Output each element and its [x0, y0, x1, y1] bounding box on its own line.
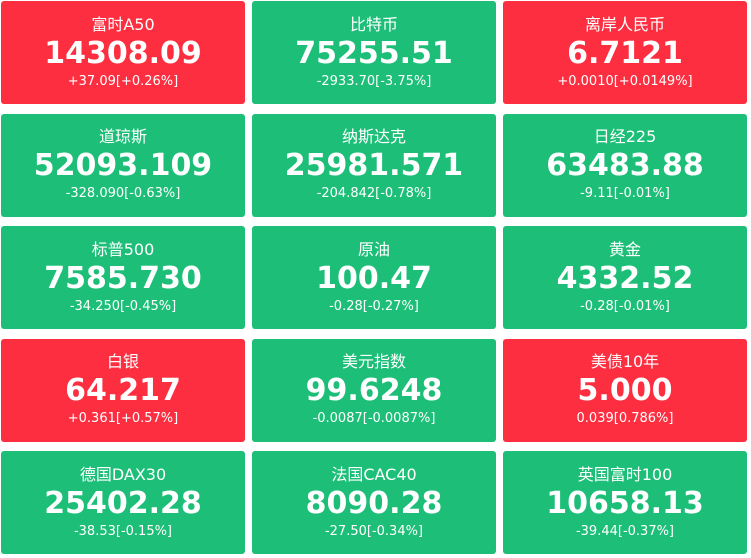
quote-tile[interactable]: 美债10年 5.000 0.039[0.786%] — [503, 338, 747, 442]
quote-price: 64.217 — [65, 373, 181, 408]
quote-price: 8090.28 — [305, 485, 443, 521]
quote-price: 100.47 — [316, 260, 432, 296]
quote-price: 5.000 — [577, 373, 673, 408]
quote-change: -39.44[-0.37%] — [575, 523, 675, 539]
quote-price: 99.6248 — [305, 373, 443, 408]
quote-price: 10658.13 — [546, 485, 704, 521]
quote-price: 63483.88 — [546, 148, 704, 183]
quote-change: -328.090[-0.63%] — [65, 186, 181, 201]
quote-name: 白银 — [106, 352, 139, 371]
quote-change: -204.842[-0.78%] — [316, 186, 432, 201]
quote-tile[interactable]: 纳斯达克 25981.571 -204.842[-0.78%] — [252, 113, 496, 217]
quote-change: -2933.70[-3.75%] — [316, 73, 432, 89]
quote-change: +37.09[+0.26%] — [67, 73, 179, 89]
quote-name: 原油 — [357, 239, 390, 259]
quote-name: 美债10年 — [590, 352, 660, 371]
quote-change: 0.039[0.786%] — [576, 411, 674, 426]
quote-name: 标普500 — [91, 239, 155, 259]
quote-tile[interactable]: 原油 100.47 -0.28[-0.27%] — [252, 226, 496, 329]
quote-tile[interactable]: 标普500 7585.730 -34.250[-0.45%] — [1, 226, 245, 329]
quote-name: 法国CAC40 — [331, 464, 417, 484]
quote-tile[interactable]: 黄金 4332.52 -0.28[-0.01%] — [503, 226, 747, 329]
quote-change: -0.0087[-0.0087%] — [312, 411, 436, 426]
quote-name: 日经225 — [593, 127, 657, 146]
quote-change: -38.53[-0.15%] — [73, 523, 173, 539]
quote-tile[interactable]: 法国CAC40 8090.28 -27.50[-0.34%] — [252, 451, 496, 554]
quote-price: 75255.51 — [295, 35, 453, 71]
quote-price: 14308.09 — [44, 35, 202, 71]
quote-name: 德国DAX30 — [79, 464, 167, 484]
quote-name: 黄金 — [608, 239, 641, 259]
quote-name: 离岸人民币 — [584, 14, 665, 34]
quote-price: 4332.52 — [556, 260, 694, 296]
quote-change: +0.0010[+0.0149%] — [557, 73, 693, 89]
quote-price: 25402.28 — [44, 485, 202, 521]
quote-name: 美元指数 — [341, 352, 406, 371]
quote-change: -0.28[-0.27%] — [329, 298, 419, 314]
quote-tile[interactable]: 英国富时100 10658.13 -39.44[-0.37%] — [503, 451, 747, 554]
quote-price: 25981.571 — [284, 148, 464, 183]
quote-change: -27.50[-0.34%] — [324, 523, 424, 539]
quote-price: 52093.109 — [33, 148, 213, 183]
quote-tile[interactable]: 日经225 63483.88 -9.11[-0.01%] — [503, 113, 747, 217]
quote-tile[interactable]: 白银 64.217 +0.361[+0.57%] — [1, 338, 245, 442]
quote-change: +0.361[+0.57%] — [67, 411, 179, 426]
quote-tile[interactable]: 离岸人民币 6.7121 +0.0010[+0.0149%] — [503, 1, 747, 104]
quote-name: 比特币 — [349, 14, 398, 34]
quote-tile[interactable]: 富时A50 14308.09 +37.09[+0.26%] — [1, 1, 245, 104]
quote-tile[interactable]: 比特币 75255.51 -2933.70[-3.75%] — [252, 1, 496, 104]
quote-price: 6.7121 — [567, 35, 683, 71]
quote-name: 道琼斯 — [98, 127, 147, 146]
quote-tile[interactable]: 德国DAX30 25402.28 -38.53[-0.15%] — [1, 451, 245, 554]
quote-name: 英国富时100 — [577, 464, 673, 484]
quote-name: 纳斯达克 — [341, 127, 406, 146]
quote-change: -0.28[-0.01%] — [580, 298, 670, 314]
quote-tile[interactable]: 美元指数 99.6248 -0.0087[-0.0087%] — [252, 338, 496, 442]
quote-tile[interactable]: 道琼斯 52093.109 -328.090[-0.63%] — [1, 113, 245, 217]
quote-price: 7585.730 — [44, 260, 202, 296]
quote-name: 富时A50 — [91, 14, 155, 34]
quote-change: -9.11[-0.01%] — [580, 186, 670, 201]
quote-change: -34.250[-0.45%] — [69, 298, 177, 314]
